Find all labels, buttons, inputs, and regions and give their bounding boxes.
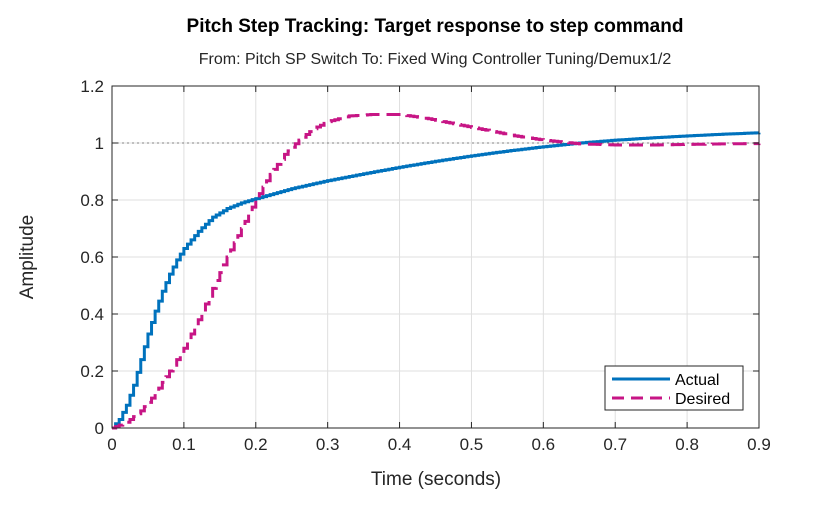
y-tick-label: 0.2 <box>80 362 104 381</box>
y-axis-label: Amplitude <box>17 215 38 300</box>
x-tick-label: 0.7 <box>603 435 627 454</box>
y-tick-label: 0.8 <box>80 191 104 210</box>
x-tick-label: 0.3 <box>316 435 340 454</box>
x-tick-label: 0.6 <box>532 435 556 454</box>
legend-desired-label: Desired <box>675 391 730 408</box>
x-axis-label: Time (seconds) <box>371 469 501 490</box>
legend-actual-label: Actual <box>675 372 719 389</box>
x-tick-label: 0.1 <box>172 435 196 454</box>
y-tick-label: 0.4 <box>80 305 104 324</box>
y-tick-label: 0 <box>95 419 104 438</box>
actual-series-line <box>112 131 761 430</box>
x-tick-label: 0.8 <box>675 435 699 454</box>
x-tick-label: 0.4 <box>388 435 412 454</box>
y-axis-ticks: 0 0.2 0.4 0.6 0.8 1 1.2 <box>80 77 759 438</box>
y-tick-label: 1.2 <box>80 77 104 96</box>
series-layer <box>112 113 761 430</box>
x-tick-label: 0.9 <box>747 435 771 454</box>
legend: Actual Desired <box>604 365 744 411</box>
x-axis-ticks: 0 0.1 0.2 0.3 0.4 0.5 0.6 0.7 0.8 0.9 <box>107 86 771 454</box>
x-tick-label: 0.5 <box>460 435 484 454</box>
chart-subtitle: From: Pitch SP Switch To: Fixed Wing Con… <box>199 51 672 68</box>
legend-box <box>604 365 744 411</box>
x-tick-label: 0.2 <box>244 435 268 454</box>
y-tick-label: 0.6 <box>80 248 104 267</box>
desired-series-line <box>112 113 761 430</box>
y-tick-label: 1 <box>95 134 104 153</box>
chart-title: Pitch Step Tracking: Target response to … <box>187 16 684 37</box>
x-tick-label: 0 <box>107 435 116 454</box>
